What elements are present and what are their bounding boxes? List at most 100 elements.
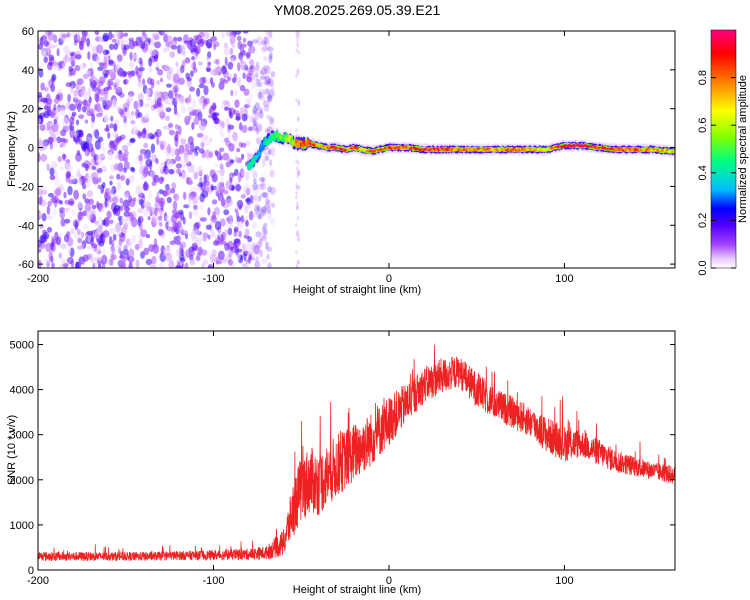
noise-speck <box>103 217 110 227</box>
noise-speck <box>207 61 212 66</box>
noise-speck <box>252 244 259 255</box>
noise-speck <box>259 107 263 114</box>
noise-speck <box>242 72 246 80</box>
noise-speck <box>258 131 263 140</box>
noise-speck <box>155 61 162 68</box>
noise-speck <box>235 245 239 256</box>
noise-speck <box>203 139 211 146</box>
noise-speck <box>158 176 164 184</box>
noise-speck <box>266 95 272 100</box>
noise-speck <box>166 70 172 81</box>
noise-speck <box>117 162 124 172</box>
noise-speck <box>182 216 186 225</box>
noise-speck <box>162 47 167 54</box>
noise-speck <box>245 51 251 60</box>
noise-speck <box>191 169 196 175</box>
noise-speck <box>228 172 234 181</box>
noise-speck <box>226 156 231 162</box>
noise-speck <box>202 237 207 242</box>
noise-speck <box>260 40 267 46</box>
noise-speck <box>117 259 124 268</box>
noise-speck <box>43 56 48 63</box>
noise-speck <box>47 31 54 41</box>
spectrogram-marks <box>38 31 675 268</box>
noise-speck <box>257 91 264 99</box>
noise-speck <box>157 69 164 76</box>
noise-speck <box>104 197 108 208</box>
noise-speck <box>262 89 270 96</box>
snr-frame <box>37 330 676 571</box>
noise-speck <box>86 210 93 221</box>
noise-speck <box>114 65 120 71</box>
noise-speck <box>215 58 220 66</box>
y-tick-label: -60 <box>18 259 34 271</box>
noise-speck <box>145 88 150 98</box>
noise-speck <box>199 176 203 184</box>
noise-speck <box>112 208 119 214</box>
noise-speck <box>191 56 195 61</box>
noise-speck <box>177 77 185 85</box>
noise-speck <box>267 186 272 193</box>
noise-speck <box>74 65 81 72</box>
noise-speck <box>264 80 271 86</box>
noise-speck <box>76 78 84 85</box>
noise-speck <box>196 132 204 138</box>
noise-speck <box>170 44 178 50</box>
noise-speck <box>76 203 84 209</box>
noise-speck <box>165 107 172 113</box>
noise-speck <box>266 78 272 85</box>
noise-speck <box>262 226 266 232</box>
y-tick-label: 20 <box>22 104 34 116</box>
noise-speck <box>150 78 155 86</box>
noise-speck <box>122 248 129 256</box>
noise-speck <box>59 166 64 172</box>
noise-speck <box>120 217 125 223</box>
noise-speck <box>106 210 112 220</box>
noise-speck <box>198 148 205 154</box>
noise-speck <box>66 256 74 265</box>
noise-speck <box>253 69 258 77</box>
noise-speck <box>151 180 157 186</box>
noise-speck <box>265 31 271 36</box>
noise-speck <box>186 77 192 82</box>
noise-speck <box>73 91 79 99</box>
noise-speck <box>253 79 258 89</box>
noise-speck <box>139 148 147 155</box>
noise-speck <box>47 201 52 207</box>
noise-speck <box>233 238 241 244</box>
noise-speck <box>111 239 115 246</box>
noise-speck <box>42 35 48 41</box>
noise-speck <box>114 31 121 39</box>
noise-speck <box>240 142 247 148</box>
noise-speck <box>205 224 212 230</box>
noise-speck <box>199 77 205 85</box>
noise-speck <box>98 177 102 183</box>
noise-speck <box>48 61 53 66</box>
noise-speck <box>59 263 64 268</box>
noise-speck <box>50 83 56 93</box>
noise-speck <box>52 195 59 204</box>
noise-speck <box>122 71 128 77</box>
noise-speck <box>96 44 104 54</box>
ridge-mark <box>275 132 279 137</box>
noise-speck <box>258 88 266 97</box>
noise-speck <box>105 49 110 55</box>
noise-speck <box>97 184 102 190</box>
x-tick-label: -100 <box>202 575 224 587</box>
noise-speck <box>161 94 166 103</box>
noise-speck <box>242 31 249 34</box>
artifact-speck <box>297 99 301 104</box>
y-tick-label: 3000 <box>10 430 34 442</box>
noise-speck <box>158 215 163 221</box>
ridge-mark <box>307 138 311 144</box>
noise-speck <box>203 31 210 40</box>
noise-speck <box>75 152 82 162</box>
noise-speck <box>101 249 107 255</box>
noise-speck <box>177 36 183 42</box>
noise-speck <box>78 40 84 50</box>
noise-speck <box>42 140 48 150</box>
noise-speck <box>97 264 102 268</box>
noise-speck <box>202 232 209 239</box>
noise-speck <box>261 171 269 181</box>
noise-speck <box>166 35 173 46</box>
